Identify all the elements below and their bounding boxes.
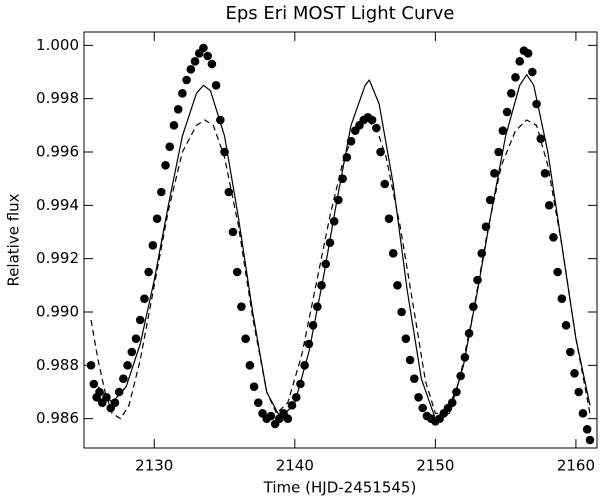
y-tick-label: 0.994 (36, 196, 79, 214)
y-tick-label: 0.996 (36, 143, 79, 161)
data-point (574, 387, 584, 397)
data-point (241, 334, 250, 343)
data-point (249, 382, 259, 391)
y-axis-label: Relative flux (5, 193, 23, 286)
data-point (334, 195, 343, 205)
data-point (473, 275, 482, 285)
x-tick-label: 2140 (276, 457, 314, 475)
y-tick-label: 0.986 (36, 409, 79, 427)
data-point (578, 409, 588, 418)
data-point (380, 179, 390, 189)
data-point (140, 294, 149, 303)
data-point (536, 134, 546, 143)
data-point (224, 187, 234, 197)
data-point (393, 281, 402, 290)
data-point (119, 374, 128, 383)
data-point (367, 115, 377, 125)
data-point (203, 51, 212, 61)
data-point (511, 73, 520, 82)
data-point (506, 89, 516, 98)
x-tick-label: 2160 (557, 457, 595, 475)
data-point (540, 169, 550, 178)
data-point (127, 347, 137, 357)
data-point (502, 107, 512, 117)
data-point (409, 374, 419, 383)
data-point (515, 57, 524, 66)
data-point (211, 81, 221, 90)
data-point (401, 334, 411, 343)
data-point (199, 43, 208, 53)
data-point (232, 267, 242, 277)
data-point (561, 321, 571, 330)
data-point (388, 249, 398, 258)
data-point (266, 411, 276, 421)
data-point (553, 267, 562, 277)
data-point (384, 214, 394, 223)
y-tick-label: 0.988 (36, 356, 79, 374)
data-point (253, 398, 263, 407)
data-point (283, 414, 293, 423)
data-point (585, 435, 595, 445)
data-point (405, 355, 415, 365)
data-point (190, 57, 200, 66)
y-tick-label: 1.000 (36, 36, 79, 54)
data-point (178, 89, 187, 98)
data-point (549, 233, 558, 242)
data-point (570, 369, 579, 378)
data-point (485, 195, 495, 205)
data-point (182, 75, 191, 85)
data-point (114, 387, 124, 397)
data-point (523, 49, 533, 58)
data-point (161, 161, 170, 170)
data-point (216, 115, 225, 125)
x-axis-label: Time (HJD-2451545) (263, 479, 417, 497)
data-point (186, 65, 196, 74)
data-point (582, 425, 592, 434)
data-point (131, 334, 141, 343)
data-point (144, 267, 153, 277)
data-point (148, 241, 158, 250)
data-point (418, 403, 428, 413)
y-tick-label: 0.998 (36, 89, 79, 107)
data-point (414, 393, 423, 402)
data-point (565, 347, 575, 357)
data-point (308, 321, 318, 330)
data-point (123, 361, 132, 370)
data-point (376, 147, 385, 157)
y-tick-label: 0.990 (36, 303, 79, 321)
data-point (498, 126, 508, 135)
data-point (169, 121, 179, 130)
data-point (329, 217, 339, 226)
data-point (157, 187, 166, 197)
data-point (152, 214, 162, 223)
data-point (207, 59, 217, 69)
data-point (89, 379, 99, 389)
data-point (165, 142, 175, 151)
model-curve-dashed (90, 119, 591, 420)
data-point (304, 339, 314, 349)
x-tick-label: 2130 (135, 457, 173, 475)
data-point (544, 201, 554, 210)
data-point (173, 105, 183, 114)
x-tick-label: 2150 (416, 457, 454, 475)
data-point (110, 398, 120, 407)
model-curve (97, 74, 591, 420)
data-point (245, 361, 255, 370)
data-point (397, 307, 406, 317)
data-point (528, 67, 537, 77)
data-point (557, 294, 567, 303)
chart-title: Eps Eri MOST Light Curve (226, 3, 455, 24)
data-point (490, 169, 499, 178)
data-point (228, 227, 238, 237)
data-point (494, 147, 503, 157)
data-point (237, 302, 246, 311)
data-point (135, 315, 145, 325)
y-tick-label: 0.992 (36, 249, 79, 267)
data-point (86, 361, 96, 370)
plot-frame (83, 31, 598, 449)
